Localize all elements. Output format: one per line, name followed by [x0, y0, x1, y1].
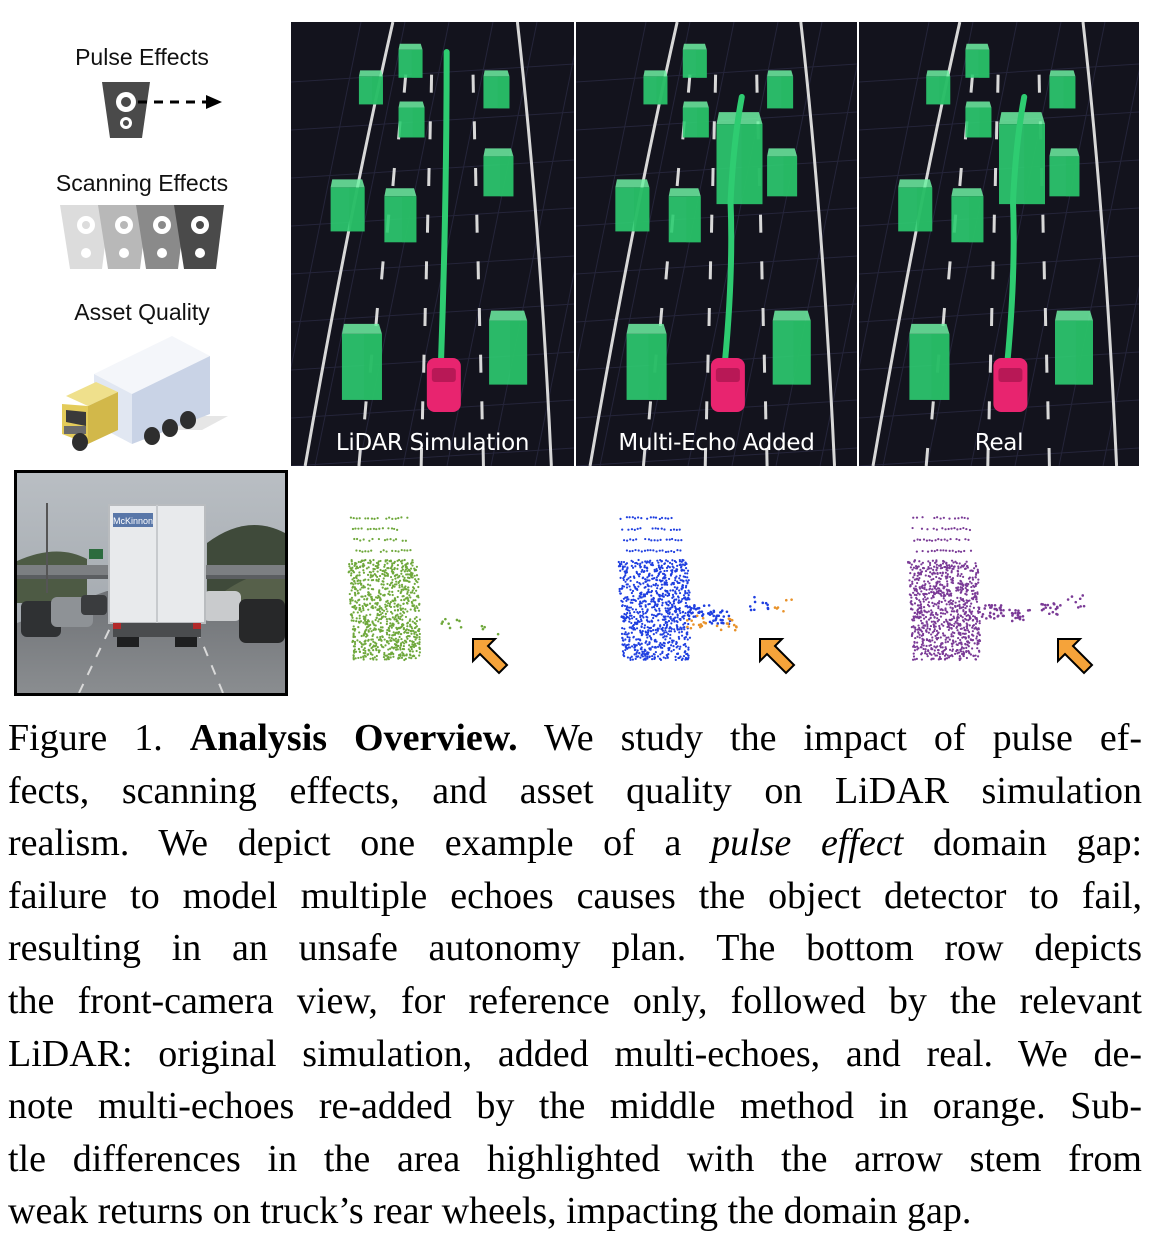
vehicle-box: [341, 323, 382, 400]
vehicle-box: [965, 43, 990, 78]
panel-label: Multi-Echo Added: [618, 430, 815, 456]
caption-line: LiDAR: original simulation, added multi-…: [8, 1032, 1142, 1075]
vehicle-box: [643, 70, 668, 105]
caption-title: Analysis Overview.: [189, 717, 518, 759]
vehicle-box: [626, 323, 667, 400]
camera-photo: McKinnon: [17, 473, 285, 693]
panel-label: LiDAR Simulation: [335, 430, 530, 456]
scene-multi-echo-added: [576, 22, 857, 466]
pointcloud-multi-echo: [617, 516, 796, 675]
caption-italic: pulse effect: [711, 822, 904, 865]
vehicle-box: [1055, 310, 1093, 385]
figure-number: Figure 1.: [8, 717, 163, 759]
vehicle-box: [489, 310, 528, 385]
caption-line: tle differences in the area highlighted …: [8, 1137, 1142, 1180]
caption-line: resulting in an unsafe autonomy plan. Th…: [8, 927, 1142, 970]
scanning-effects-label: Scanning Effects: [55, 170, 229, 196]
caption-line: realism. We depict one example of a puls…: [8, 822, 1143, 865]
lidar-points: [347, 516, 500, 662]
panel-lidar-simulation: LiDAR Simulation: [291, 22, 574, 466]
pulse-effects-label: Pulse Effects: [75, 44, 209, 70]
scanning-sensors-icon: [60, 205, 224, 269]
vehicle-box: [384, 188, 417, 243]
panel-label: Real: [974, 430, 1024, 456]
vehicle-box: [965, 101, 992, 138]
scene-real: [859, 22, 1139, 466]
highlight-arrow-icon: [1057, 638, 1094, 675]
planned-trajectory: [721, 94, 745, 365]
vehicle-box: [999, 112, 1045, 205]
lidar-points: [617, 516, 793, 661]
vehicle-box: [682, 43, 707, 78]
vehicle-box: [682, 101, 709, 138]
ego-vehicle: [710, 358, 745, 412]
vehicle-box: [898, 179, 933, 232]
caption-line: weak returns on truck’s rear wheels, imp…: [8, 1190, 972, 1233]
vehicle-box: [398, 101, 425, 138]
ego-vehicle: [426, 358, 461, 412]
lidar-points: [906, 516, 1086, 662]
caption-line-1: Figure 1. Analysis Overview. We study th…: [8, 717, 1143, 759]
front-camera-view: McKinnon: [14, 470, 288, 696]
vehicle-box: [668, 188, 701, 243]
vehicle-box: [951, 188, 984, 243]
panel-multi-echo-added: Multi-Echo Added: [576, 22, 857, 466]
caption-line: fects, scanning effects, and asset quali…: [8, 769, 1142, 812]
pulse-sensor-icon: [102, 82, 222, 138]
scene-lidar-simulation: [291, 22, 574, 466]
pointcloud-real: [906, 516, 1094, 675]
caption-line: failure to model multiple echoes causes …: [8, 874, 1142, 917]
vehicle-box: [1049, 70, 1076, 109]
vehicle-box: [926, 70, 951, 105]
vehicle-box: [483, 70, 510, 109]
ego-vehicle: [993, 358, 1028, 412]
vehicle-box: [772, 310, 811, 385]
vehicle-box: [1049, 148, 1080, 197]
planned-trajectory: [437, 49, 450, 365]
truck-logo-text: McKinnon: [113, 516, 153, 526]
vehicle-box: [909, 323, 950, 400]
pointcloud-simulation: [347, 516, 509, 675]
highlight-arrow-icon: [759, 638, 796, 675]
caption-line: note multi-echoes re-added by the middle…: [8, 1085, 1142, 1128]
vehicle-box: [615, 179, 650, 232]
vehicle-box: [358, 70, 383, 105]
truck-asset-icon: [62, 336, 228, 451]
vehicle-box: [330, 179, 365, 232]
highlight-arrow-icon: [472, 638, 509, 675]
vehicle-box: [483, 148, 514, 197]
asset-quality-label: Asset Quality: [74, 299, 210, 325]
vehicle-box: [767, 148, 798, 197]
figure-caption: Figure 1. Analysis Overview. We study th…: [8, 712, 1142, 1238]
caption-line: the front-camera view, for reference onl…: [8, 979, 1142, 1022]
vehicle-box: [767, 70, 794, 109]
panel-real: Real: [859, 22, 1139, 466]
planned-trajectory: [1004, 94, 1028, 365]
vehicle-box: [398, 43, 423, 78]
